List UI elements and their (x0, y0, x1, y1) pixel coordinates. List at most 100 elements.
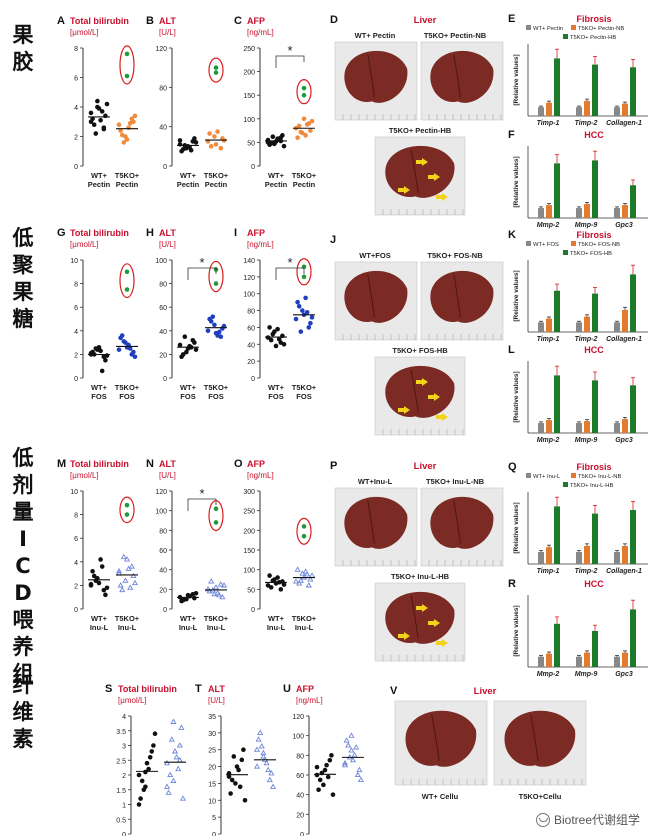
group-label: T5KO+ (204, 171, 229, 180)
liver-tissue (430, 496, 494, 549)
group-label: Pectin (177, 180, 200, 189)
data-point (192, 340, 197, 345)
data-point (93, 131, 99, 136)
panel-letter: V (390, 685, 398, 697)
legend-swatch (563, 250, 568, 255)
scatter-panel-M: M Total bilirubin[μmol/L]0246810WT+Inu-LT… (57, 458, 140, 632)
panel-letter: T (195, 683, 202, 695)
photo-label: T5KO+ Inu-L-NB (426, 477, 485, 486)
sig-bracket (187, 267, 217, 280)
y-tick-label: 120 (155, 46, 167, 53)
bar (592, 64, 598, 116)
data-point (301, 85, 307, 91)
data-point (253, 746, 261, 752)
data-point (91, 573, 97, 579)
y-tick-label: 250 (243, 509, 255, 516)
y-tick-label: 80 (159, 282, 167, 289)
y-tick-label: 0 (122, 832, 126, 836)
bar-panel-Q: Q Fibrosis WT+ Inu-L T5KO+ Inu-L-NB T5KO+ In… (508, 461, 648, 575)
bar (546, 102, 552, 116)
data-point (120, 553, 127, 560)
data-point (215, 129, 220, 134)
tumor-arrow-icon (428, 393, 440, 401)
group-label: WT+ (268, 614, 285, 623)
legend-label: WT+ Inu-L (533, 474, 561, 480)
group-label: FOS (91, 392, 106, 401)
panel-letter: E (508, 13, 515, 25)
data-point (124, 137, 130, 142)
group-label: T5KO+ (115, 614, 140, 623)
bar (592, 631, 598, 667)
group-label: WT+ (268, 171, 285, 180)
data-point (258, 743, 265, 749)
scatter-panel-S: S Total bilirubin [μmol/L] 0 0.5 1 1.5 2 2.5 3 3.5… (105, 683, 187, 836)
bar-panel-L: L HCC [Relative values] Mmp-2 Mmp-9 Gpc3 (508, 344, 648, 444)
tumor-arrow-icon (416, 158, 428, 166)
panel-unit: [μmol/L] (70, 471, 99, 480)
data-point (260, 753, 267, 759)
bar (614, 423, 620, 433)
data-point (273, 343, 279, 349)
sig-star: * (287, 43, 292, 58)
outlier-ring (296, 517, 312, 545)
data-point (270, 578, 276, 583)
bar (538, 208, 544, 218)
category-label: Gpc3 (615, 437, 633, 444)
data-point (301, 524, 307, 529)
data-point (276, 336, 282, 342)
scatter-panel-O: O AFP[ng/mL]050100150200250300WT+Inu-LT5K… (234, 458, 317, 632)
panel-letter: Q (508, 461, 517, 473)
panel-title: Fibrosis (576, 230, 611, 240)
bar (630, 385, 636, 433)
photo-label: WT+ Pectin (355, 31, 396, 40)
y-tick-label: 30 (208, 731, 216, 738)
data-point (127, 120, 133, 126)
data-point (115, 567, 123, 574)
data-point (216, 329, 222, 335)
scatter-panel-T: TALT[U/L]05101520253035WT+CelluT5KO+Cell… (195, 683, 277, 836)
data-point (104, 101, 110, 107)
liver-panel-P: P Liver WT+Inu-L T5KO+ Inu-L-NB T5KO+ Inu-L-… (330, 460, 504, 662)
y-tick-label: 4 (74, 329, 78, 336)
data-point (176, 742, 183, 748)
y-tick-label: 2 (74, 583, 78, 590)
y-tick-label: 6 (74, 536, 78, 543)
data-point (208, 578, 215, 584)
group-label: Inu-L (179, 623, 198, 632)
data-point (300, 308, 305, 313)
category-label: Timp-1 (537, 336, 560, 343)
bar (576, 322, 582, 332)
group-label: WT+ (91, 171, 108, 180)
liver-lobe-line (453, 54, 461, 98)
group-label: Inu-L (295, 623, 314, 632)
y-tick-label: 2 (74, 352, 78, 359)
data-point (182, 596, 188, 602)
data-point (170, 777, 177, 783)
y-axis-label: [Relative values] (513, 502, 520, 553)
y-tick-label: 0 (251, 607, 255, 614)
data-point (267, 325, 272, 330)
data-point (99, 368, 105, 374)
data-point (226, 774, 232, 779)
y-tick-label: 100 (243, 568, 255, 575)
liver-photo-wt (334, 487, 418, 567)
data-point (213, 142, 219, 147)
y-tick-label: 1.5 (116, 788, 126, 795)
data-point (303, 133, 308, 138)
group-label: T5KO+ (292, 383, 317, 392)
data-point (348, 747, 355, 753)
liver-photo-hb (374, 356, 466, 436)
y-tick-label: 2 (122, 773, 126, 780)
y-axis-label: [Relative values] (513, 270, 520, 321)
data-point (308, 320, 313, 326)
liver-panel-V: V Liver WT+ Cellu T5KO+Cellu (390, 685, 587, 801)
panel-title: Total bilirubin (70, 228, 129, 238)
data-point (98, 557, 103, 562)
data-point (96, 106, 102, 111)
y-tick-label: 15 (208, 781, 216, 788)
data-point (208, 144, 214, 149)
group-label: FOS (208, 392, 223, 401)
panel-letter: P (330, 460, 337, 472)
panel-title: ALT (208, 684, 225, 694)
y-tick-label: 0 (212, 832, 216, 836)
